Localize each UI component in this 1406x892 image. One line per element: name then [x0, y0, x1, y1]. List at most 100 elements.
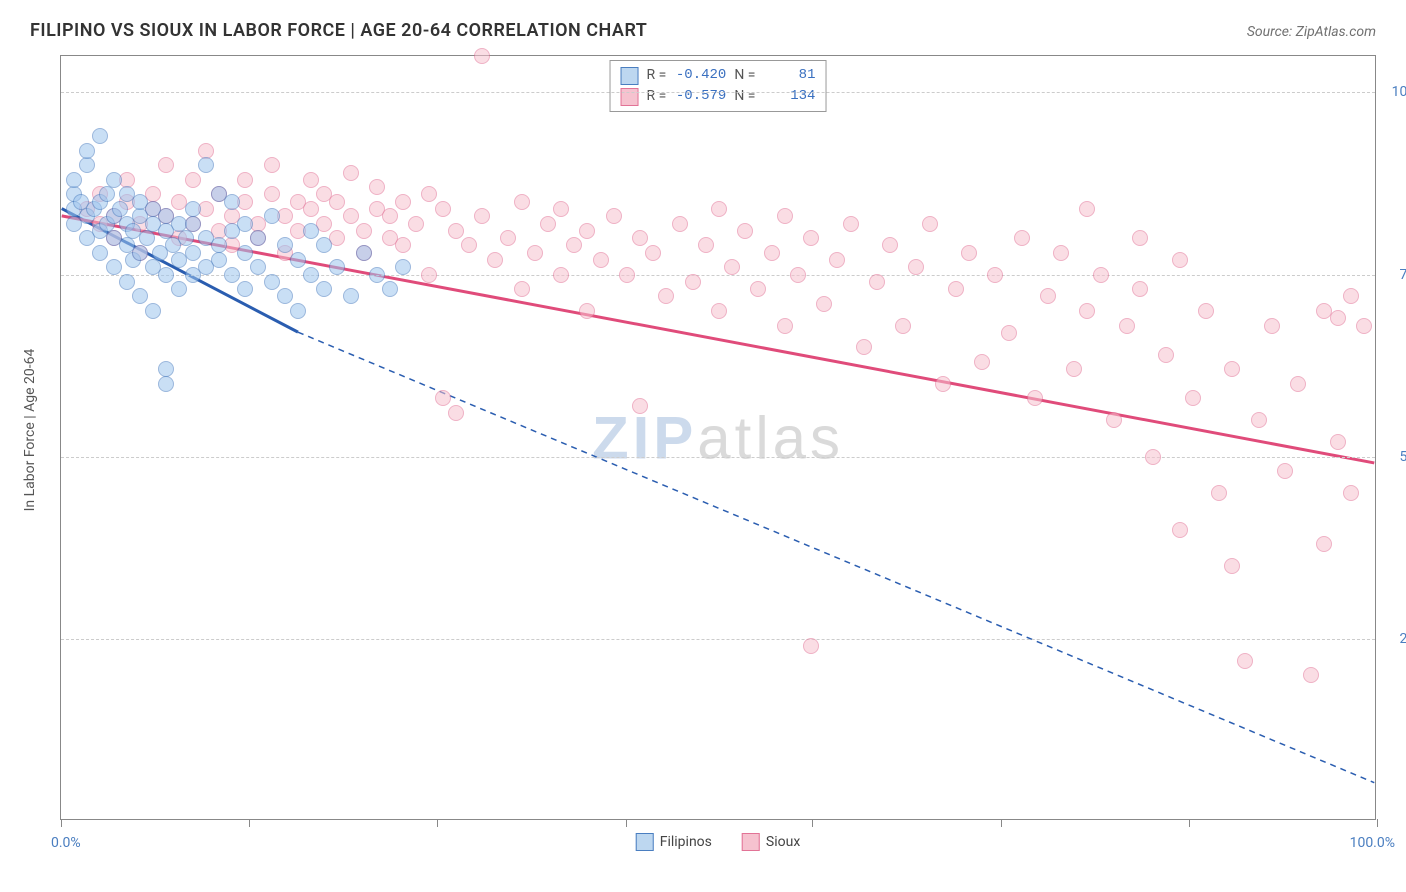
- n-value-1: 81: [763, 65, 815, 86]
- ytick-label: 50.0%: [1399, 449, 1406, 465]
- chart-header: FILIPINO VS SIOUX IN LABOR FORCE | AGE 2…: [30, 20, 1376, 41]
- data-point: [185, 245, 201, 261]
- data-point: [1106, 412, 1122, 428]
- data-point: [895, 318, 911, 334]
- data-point: [1132, 230, 1148, 246]
- data-point: [277, 288, 293, 304]
- data-point: [1237, 653, 1253, 669]
- data-point: [158, 267, 174, 283]
- data-point: [1079, 303, 1095, 319]
- data-point: [250, 259, 266, 275]
- data-point: [237, 281, 253, 297]
- data-point: [185, 172, 201, 188]
- data-point: [1185, 390, 1201, 406]
- data-point: [961, 245, 977, 261]
- trend-line-dashed: [298, 332, 1374, 783]
- data-point: [948, 281, 964, 297]
- data-point: [145, 303, 161, 319]
- data-point: [856, 339, 872, 355]
- data-point: [1093, 267, 1109, 283]
- data-point: [606, 208, 622, 224]
- ytick-label: 25.0%: [1399, 631, 1406, 647]
- data-point: [369, 179, 385, 195]
- legend-item-filipinos: Filipinos: [636, 833, 712, 851]
- data-point: [99, 186, 115, 202]
- data-point: [553, 267, 569, 283]
- data-point: [421, 267, 437, 283]
- data-point: [264, 186, 280, 202]
- r-value-2: -0.579: [674, 86, 726, 107]
- data-point: [224, 194, 240, 210]
- legend: Filipinos Sioux: [636, 833, 801, 851]
- data-point: [750, 281, 766, 297]
- data-point: [369, 267, 385, 283]
- data-point: [461, 237, 477, 253]
- ytick-label: 100.0%: [1392, 84, 1406, 100]
- data-point: [869, 274, 885, 290]
- data-point: [1224, 558, 1240, 574]
- data-point: [92, 128, 108, 144]
- data-point: [356, 223, 372, 239]
- xtick: [812, 819, 813, 827]
- data-point: [343, 165, 359, 181]
- data-point: [579, 223, 595, 239]
- data-point: [974, 354, 990, 370]
- legend-swatch-filipinos: [636, 833, 654, 851]
- data-point: [316, 281, 332, 297]
- data-point: [329, 259, 345, 275]
- data-point: [264, 208, 280, 224]
- data-point: [316, 237, 332, 253]
- n-label-1: N =: [734, 65, 755, 86]
- data-point: [303, 201, 319, 217]
- data-point: [356, 245, 372, 261]
- data-point: [185, 216, 201, 232]
- data-point: [514, 194, 530, 210]
- data-point: [106, 172, 122, 188]
- data-point: [790, 267, 806, 283]
- data-point: [1343, 288, 1359, 304]
- data-point: [672, 216, 688, 232]
- data-point: [711, 303, 727, 319]
- data-point: [1172, 252, 1188, 268]
- data-point: [764, 245, 780, 261]
- data-point: [1277, 463, 1293, 479]
- data-point: [435, 201, 451, 217]
- data-point: [724, 259, 740, 275]
- data-point: [1316, 536, 1332, 552]
- data-point: [119, 274, 135, 290]
- xtick: [1377, 819, 1378, 827]
- data-point: [593, 252, 609, 268]
- legend-swatch-sioux: [742, 833, 760, 851]
- trend-lines-svg: [61, 56, 1375, 819]
- xtick-label-last: 100.0%: [1350, 835, 1395, 851]
- data-point: [237, 216, 253, 232]
- data-point: [1066, 361, 1082, 377]
- swatch-filipinos: [621, 67, 639, 85]
- data-point: [132, 288, 148, 304]
- data-point: [645, 245, 661, 261]
- gridline-h: [61, 639, 1375, 640]
- data-point: [382, 208, 398, 224]
- data-point: [737, 223, 753, 239]
- data-point: [540, 216, 556, 232]
- data-point: [92, 245, 108, 261]
- data-point: [303, 267, 319, 283]
- data-point: [1264, 318, 1280, 334]
- data-point: [685, 274, 701, 290]
- gridline-h: [61, 92, 1375, 93]
- r-label-1: R =: [647, 65, 667, 86]
- data-point: [922, 216, 938, 232]
- data-point: [237, 172, 253, 188]
- data-point: [132, 245, 148, 261]
- data-point: [264, 157, 280, 173]
- n-value-2: 134: [763, 86, 815, 107]
- data-point: [553, 201, 569, 217]
- data-point: [408, 216, 424, 232]
- data-point: [1303, 667, 1319, 683]
- data-point: [1330, 434, 1346, 450]
- data-point: [777, 208, 793, 224]
- watermark-zip: ZIP: [592, 404, 697, 471]
- data-point: [79, 143, 95, 159]
- data-point: [1040, 288, 1056, 304]
- data-point: [1158, 347, 1174, 363]
